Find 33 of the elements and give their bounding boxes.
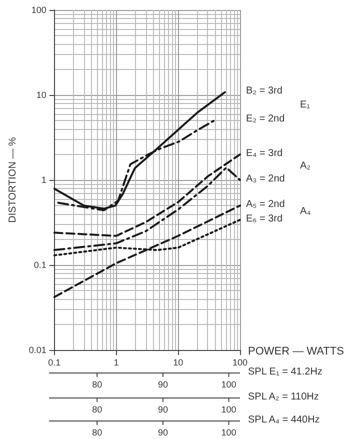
text: 90 <box>158 404 168 414</box>
series-label: E₄ = 3rd <box>246 148 283 159</box>
series-label: A₅ = 2nd <box>246 199 285 210</box>
text: 80 <box>92 428 102 438</box>
x2-tick-label: 100 <box>221 380 236 390</box>
text: 90 <box>158 428 168 438</box>
text: SPL A₄ = 440Hz <box>248 414 320 426</box>
x-tick-label: 0.1 <box>48 358 61 368</box>
text: 100 <box>221 428 236 438</box>
text: 100 <box>221 404 236 414</box>
y-tick-label: 10 <box>36 90 46 100</box>
text: SPL A₂ = 110Hz <box>248 392 319 402</box>
x2-axis-title: SPL E₁ = 41.2Hz <box>248 366 322 378</box>
x-tick-label: 100 <box>232 358 248 368</box>
text: 80 <box>92 404 102 414</box>
series-label: A₃ = 2nd <box>246 174 285 184</box>
text: E₂ = 2nd <box>246 113 285 124</box>
x-tick-label: 1 <box>114 358 119 368</box>
text: E₁ <box>300 100 311 111</box>
text: A₄ <box>300 206 311 218</box>
x2-tick-label: 90 <box>158 380 168 390</box>
x-axis-title: POWER — WATTS <box>248 346 344 358</box>
x-tick-label: 10 <box>173 358 184 368</box>
y-axis-title: DISTORTION — % <box>8 137 18 223</box>
series-label: E₆ = 3rd <box>246 213 283 224</box>
y-tick-label: 100 <box>31 5 46 15</box>
y-tick-label: 0.1 <box>34 260 46 270</box>
y-tick-label: 0.01 <box>28 345 46 355</box>
y-tick-label: 1 <box>41 175 46 185</box>
x2-tick-label: 80 <box>92 380 102 390</box>
line-series <box>53 204 241 298</box>
text: A₂ <box>300 160 311 172</box>
text: B₂ = 3rd <box>246 86 282 97</box>
